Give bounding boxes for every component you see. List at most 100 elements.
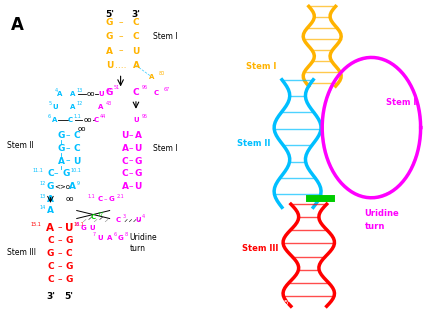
- Text: C: C: [132, 88, 139, 97]
- Text: C: C: [47, 169, 54, 178]
- Text: turn: turn: [365, 222, 385, 231]
- Text: G: G: [62, 169, 70, 178]
- Text: C: C: [153, 90, 158, 95]
- Text: turn: turn: [129, 244, 145, 253]
- Text: 95: 95: [141, 114, 148, 119]
- Text: A: A: [58, 157, 65, 166]
- Text: A: A: [107, 235, 113, 241]
- Text: oo: oo: [87, 91, 95, 97]
- Text: C: C: [47, 262, 54, 271]
- Text: 9: 9: [77, 181, 80, 186]
- Text: Stem III: Stem III: [7, 248, 35, 256]
- Text: C: C: [122, 169, 128, 178]
- Text: A: A: [148, 74, 154, 79]
- Text: 11.1: 11.1: [33, 168, 44, 173]
- Text: U: U: [98, 91, 104, 97]
- Text: Uridine: Uridine: [129, 233, 157, 242]
- Text: C: C: [47, 275, 54, 284]
- Text: 42: 42: [105, 88, 112, 93]
- Text: 5': 5': [65, 292, 74, 301]
- Text: 67: 67: [163, 87, 170, 92]
- Text: G: G: [66, 262, 73, 271]
- Text: 15.1: 15.1: [31, 222, 42, 227]
- Text: –: –: [58, 236, 62, 245]
- Text: Stem I: Stem I: [386, 98, 416, 107]
- Text: Stem III: Stem III: [242, 244, 278, 253]
- Text: –: –: [128, 131, 133, 140]
- Text: 17: 17: [97, 212, 104, 217]
- Text: 44: 44: [100, 114, 106, 119]
- Text: C: C: [97, 197, 102, 202]
- Text: C: C: [122, 157, 128, 166]
- Text: C: C: [47, 236, 54, 245]
- Text: A: A: [57, 91, 62, 97]
- Text: 5': 5': [283, 300, 290, 306]
- Text: G: G: [106, 18, 113, 27]
- Text: G: G: [135, 169, 142, 178]
- Text: U: U: [132, 47, 140, 56]
- Text: oo: oo: [66, 197, 74, 202]
- Text: A: A: [69, 182, 76, 191]
- Text: 8: 8: [76, 222, 79, 227]
- Text: U: U: [133, 117, 139, 122]
- Text: A: A: [121, 182, 128, 191]
- Text: oo: oo: [83, 117, 92, 122]
- Text: C: C: [116, 217, 121, 223]
- Text: oo: oo: [78, 126, 86, 132]
- Text: G: G: [66, 236, 73, 245]
- Text: U: U: [121, 131, 128, 140]
- Text: 6: 6: [47, 114, 51, 119]
- Text: –: –: [66, 131, 70, 140]
- Text: U: U: [135, 144, 142, 153]
- Text: C: C: [68, 117, 73, 122]
- Text: 1.1: 1.1: [88, 194, 95, 199]
- Text: A: A: [132, 61, 140, 70]
- Text: A: A: [70, 91, 75, 97]
- Text: U: U: [106, 61, 113, 70]
- Text: 2.1: 2.1: [116, 194, 124, 199]
- Text: G: G: [81, 225, 86, 231]
- Text: U: U: [97, 235, 103, 241]
- Text: Stem II: Stem II: [7, 141, 33, 150]
- Text: C: C: [74, 144, 80, 153]
- Text: –: –: [54, 169, 58, 178]
- Text: 4: 4: [55, 88, 58, 93]
- Text: –: –: [128, 157, 133, 166]
- Text: C: C: [132, 32, 139, 41]
- Text: C: C: [91, 214, 96, 220]
- Text: –: –: [118, 47, 123, 56]
- Text: 1.1: 1.1: [74, 114, 81, 119]
- Text: B: B: [403, 16, 416, 34]
- Text: –: –: [58, 249, 62, 258]
- Text: 51: 51: [114, 85, 120, 90]
- Text: C: C: [132, 18, 139, 27]
- Text: A: A: [11, 16, 24, 34]
- Text: Stem II: Stem II: [237, 139, 271, 148]
- Text: 3': 3': [299, 2, 305, 8]
- Text: 43: 43: [105, 101, 112, 106]
- Text: 96: 96: [141, 85, 148, 90]
- Text: G: G: [58, 144, 65, 153]
- Text: –: –: [128, 182, 133, 191]
- Text: U: U: [136, 217, 141, 223]
- Text: –: –: [66, 144, 70, 153]
- Text: G: G: [118, 235, 124, 241]
- Text: A: A: [70, 104, 75, 110]
- Text: A: A: [135, 131, 142, 140]
- Text: U: U: [65, 223, 74, 233]
- Text: –: –: [58, 262, 62, 271]
- Text: –: –: [58, 275, 62, 284]
- Text: 3': 3': [332, 310, 339, 315]
- Text: C: C: [74, 131, 80, 140]
- Text: ....: ....: [115, 61, 126, 70]
- Text: –: –: [128, 169, 133, 178]
- Text: Stem I: Stem I: [153, 32, 178, 41]
- Text: 5: 5: [48, 101, 51, 106]
- Text: –: –: [118, 32, 123, 41]
- Text: G: G: [66, 275, 73, 284]
- Text: 3': 3': [132, 10, 140, 19]
- Text: C: C: [94, 117, 99, 122]
- Text: U: U: [89, 225, 95, 231]
- Text: 13: 13: [77, 88, 83, 93]
- Text: 10.1: 10.1: [70, 168, 81, 173]
